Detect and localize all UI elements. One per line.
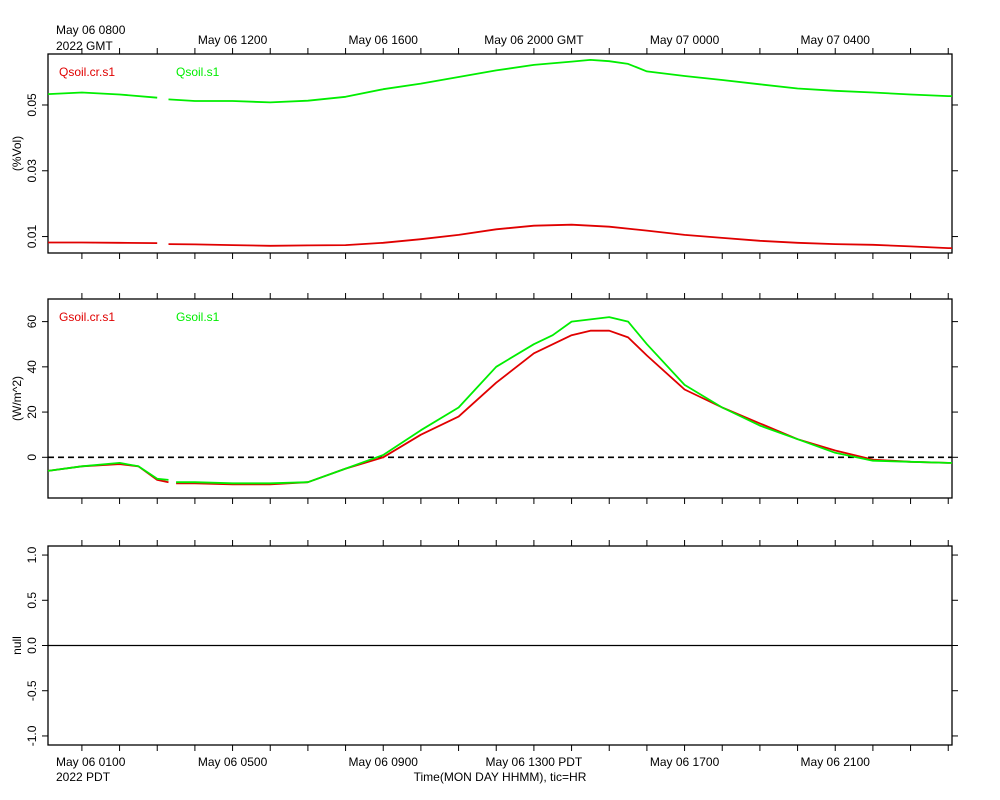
Gsoil-cr-s1-line [176, 329, 952, 486]
y-tick-label: -0.5 [25, 680, 39, 701]
bottom-time-label: May 06 1700 [650, 755, 720, 769]
bottom-time-label: May 06 1300 PDT [486, 755, 583, 769]
Gsoil-cr-s1-line [47, 463, 169, 484]
y-tick-label: -1.0 [25, 725, 39, 746]
top-time-label: May 06 1200 [198, 33, 268, 47]
top-start-date: May 06 0800 [56, 23, 126, 37]
Gsoil-s1-line [47, 462, 169, 481]
Qsoil-cr-s1-line [48, 241, 158, 244]
y-tick-label: 0.03 [25, 159, 39, 183]
bottom-time-label: May 06 2100 [801, 755, 871, 769]
null-panel: -1.0 -0.5 0.0 0.5 1.0 null [10, 540, 958, 751]
legend-Gsoil-s1: Gsoil.s1 [176, 310, 220, 324]
plot-frame [47, 53, 953, 254]
x-axis-caption: Time(MON DAY HHMM), tic=HR [414, 770, 587, 784]
legend-Qsoil-cr-s1: Qsoil.cr.s1 [59, 65, 115, 79]
y-tick-label: 0.05 [25, 93, 39, 117]
bottom-time-label: May 06 0900 [349, 755, 419, 769]
y-tick-label: 0.01 [25, 225, 39, 249]
legend-Qsoil-s1: Qsoil.s1 [176, 65, 220, 79]
soil-moisture-panel: 0.01 0.03 0.05 (%Vol) Qsoil.cr.s1 Qsoil.s1 [10, 48, 958, 259]
bottom-start-year: 2022 PDT [56, 770, 111, 784]
y-axis-label: (%Vol) [10, 136, 24, 171]
top-time-label: May 06 1600 [349, 33, 419, 47]
y-tick-label: 40 [25, 360, 39, 374]
Qsoil-s1-line [47, 91, 158, 99]
y-tick-label: 1.0 [25, 546, 39, 563]
soil-heat-flux-panel: 0 20 40 60 (W/m^2) Gsoil.cr.s1 Gsoil.s1 [10, 293, 958, 504]
y-tick-label: 60 [25, 315, 39, 329]
y-tick-label: 0.0 [25, 637, 39, 654]
y-tick-label: 0.5 [25, 592, 39, 609]
top-time-label: May 07 0000 [650, 33, 720, 47]
top-start-year: 2022 GMT [56, 39, 113, 53]
y-tick-label: 0 [25, 454, 39, 461]
y-axis-label: (W/m^2) [10, 376, 24, 421]
y-tick-label: 20 [25, 405, 39, 419]
legend-Gsoil-cr-s1: Gsoil.cr.s1 [59, 310, 115, 324]
plot-frame [47, 298, 953, 499]
bottom-start-date: May 06 0100 [56, 755, 126, 769]
y-axis-label: null [10, 636, 24, 655]
Qsoil-s1-line [168, 59, 952, 104]
Qsoil-cr-s1-line [168, 223, 952, 249]
Gsoil-s1-line [176, 316, 952, 485]
bottom-time-label: May 06 0500 [198, 755, 268, 769]
top-time-label: May 06 2000 GMT [484, 33, 584, 47]
top-time-label: May 07 0400 [801, 33, 871, 47]
